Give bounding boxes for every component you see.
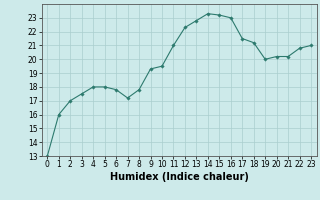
- X-axis label: Humidex (Indice chaleur): Humidex (Indice chaleur): [110, 172, 249, 182]
